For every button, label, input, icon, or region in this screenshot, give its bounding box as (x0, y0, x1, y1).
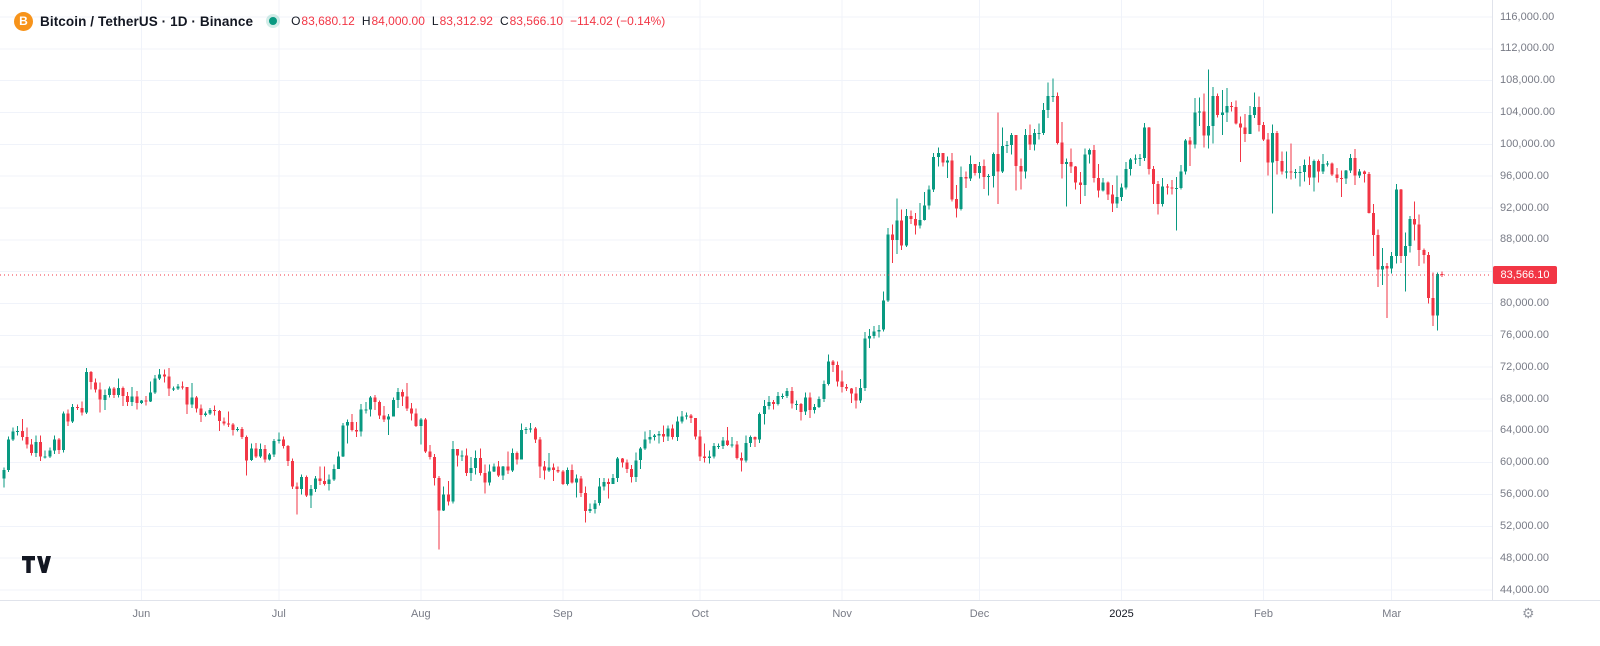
time-axis-label-2025: 2025 (1109, 608, 1134, 620)
current-price-tag: 83,566.10 (1493, 266, 1557, 285)
time-axis[interactable]: ⚙ Jun Jul Aug Sep Oct Nov Dec 2025 Feb Mar (0, 600, 1600, 646)
open-label: O (291, 14, 301, 28)
time-axis-label-sep: Sep (553, 608, 573, 620)
price-axis-label: 68,000.00 (1500, 392, 1549, 405)
price-axis-label: 64,000.00 (1500, 424, 1549, 437)
close-value: 83,566.10 (509, 14, 564, 28)
price-axis-label: 100,000.00 (1500, 137, 1556, 150)
price-axis-label: 116,000.00 (1500, 10, 1555, 23)
price-axis-label: 60,000.00 (1500, 456, 1549, 469)
axis-settings-gear-icon[interactable]: ⚙ (1522, 605, 1535, 621)
time-axis-label-aug: Aug (411, 608, 431, 620)
bitcoin-logo-icon: B (14, 11, 33, 31)
time-axis-label-dec: Dec (969, 608, 990, 620)
tradingview-logo[interactable] (22, 556, 52, 580)
price-axis-label: 48,000.00 (1500, 551, 1549, 564)
candlestick-chart (0, 0, 1492, 600)
open-value: 83,680.12 (301, 14, 355, 28)
price-axis-label: 112,000.00 (1500, 42, 1555, 55)
price-axis-label: 80,000.00 (1500, 297, 1549, 309)
symbol-title[interactable]: Bitcoin / TetherUS · 1D · Binance (40, 13, 254, 29)
price-axis-label: 108,000.00 (1500, 74, 1556, 87)
market-open-status-dot (269, 17, 278, 25)
time-axis-label-jul: Jul (271, 608, 286, 620)
time-axis-label-feb: Feb (1254, 608, 1273, 620)
time-axis-label-mar: Mar (1382, 608, 1402, 620)
high-label: H (361, 14, 371, 28)
ohlc-readout: O 83,680.12 H 84,000.00 L 83,312.92 C 83,566… (291, 14, 665, 28)
time-axis-label-jun: Jun (132, 608, 151, 620)
price-axis-label: 72,000.00 (1500, 360, 1549, 373)
price-axis-label: 76,000.00 (1500, 328, 1549, 341)
time-axis-label-nov: Nov (832, 608, 852, 620)
low-label: L (431, 14, 439, 28)
price-axis-label: 44,000.00 (1500, 583, 1549, 596)
change-value: −114.02 (−0.14%) (570, 14, 666, 28)
price-axis-label: 96,000.00 (1500, 169, 1549, 182)
high-value: 84,000.00 (371, 14, 425, 28)
tradingview-logo-icon (22, 556, 51, 573)
price-axis-label: 52,000.00 (1500, 519, 1549, 532)
chart-pane[interactable]: B Bitcoin / TetherUS · 1D · Binance O 83,… (0, 0, 1492, 600)
close-label: C (499, 14, 509, 28)
price-axis-label: 104,000.00 (1500, 106, 1556, 118)
symbol-legend[interactable]: B Bitcoin / TetherUS · 1D · Binance O 83,… (14, 10, 665, 32)
price-axis-label: 88,000.00 (1500, 233, 1549, 246)
low-value: 83,312.92 (439, 14, 493, 28)
price-axis[interactable]: 116,000.00 112,000.00 108,000.00 104,000.00… (1492, 0, 1600, 600)
price-axis-label: 56,000.00 (1500, 488, 1549, 500)
price-axis-label: 92,000.00 (1500, 201, 1549, 214)
time-axis-label-oct: Oct (691, 608, 709, 620)
